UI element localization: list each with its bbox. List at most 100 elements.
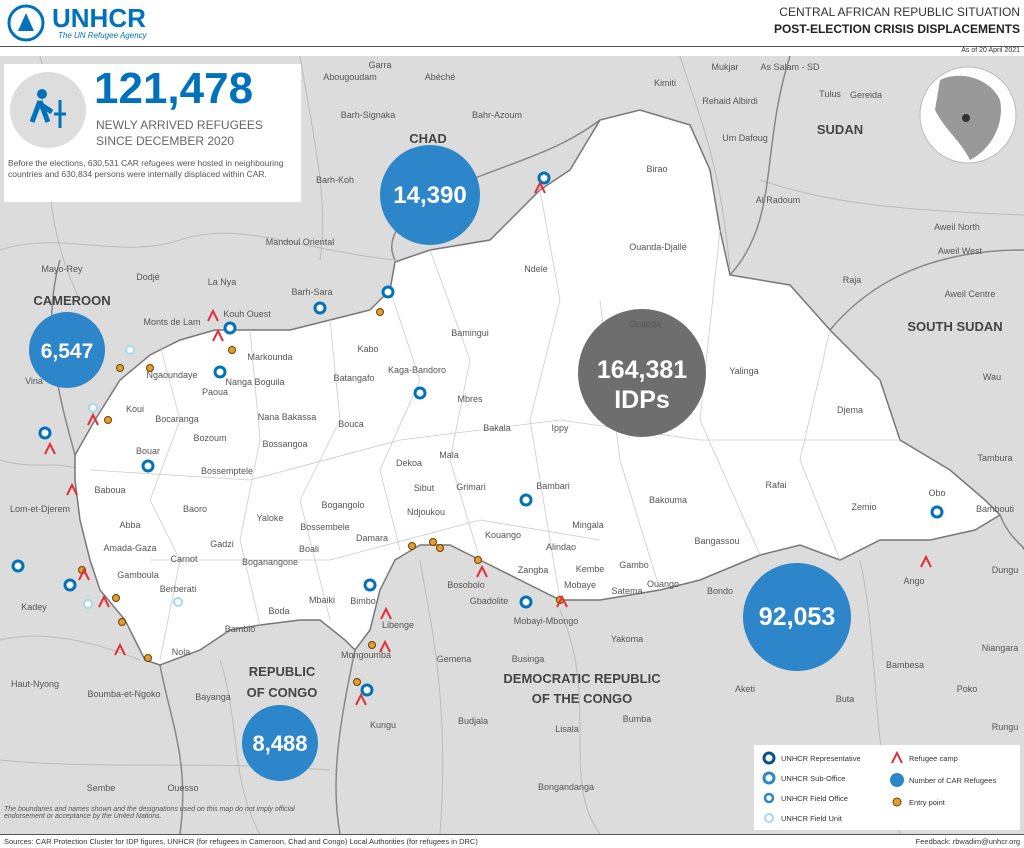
place-label: Abba [119,520,140,530]
country-label: DEMOCRATIC REPUBLIC [503,671,661,686]
place-label: Yalinga [729,366,758,376]
legend-label: UNHCR Field Office [781,793,848,803]
place-label: Bumba [623,714,652,724]
legend-item: Refugee camp [890,751,958,765]
place-label: Kungu [370,720,396,730]
entry-point [368,641,376,649]
entry-point [104,416,112,424]
country-label: OF THE CONGO [532,691,632,706]
place-label: Gamboula [117,570,159,580]
title-line1: CENTRAL AFRICAN REPUBLIC SITUATION [779,5,1020,19]
place-label: Boganangone [242,557,298,567]
refugee-camp [44,441,56,455]
place-label: Abéché [425,72,456,82]
place-label: Bamingui [451,328,489,338]
place-label: Ouesso [167,783,198,793]
stat-label: NEWLY ARRIVED REFUGEES [96,118,263,132]
place-label: Lom-et-Djerem [10,504,70,514]
place-label: Obo [928,488,945,498]
refugee-camp [114,642,126,656]
place-label: Ngaoundaye [146,370,197,380]
place-label: Libenge [382,620,414,630]
place-label: Carnot [170,554,198,564]
logo-text: UNHCR [52,3,146,33]
place-label: Berberati [160,584,197,594]
refugee-camp [920,554,932,568]
stat-note: Before the elections, 630,531 CAR refuge… [8,158,284,179]
refugee-camp [556,594,568,608]
place-label: As Salam - SD [760,62,820,72]
office-icon [313,301,327,315]
place-label: Satema [611,586,642,596]
place-label: Batangafo [333,373,374,383]
place-label: Raja [843,275,862,285]
place-label: Businga [512,654,545,664]
legend-symbol [891,751,903,764]
field-unit [83,599,93,609]
place-label: Bouar [136,446,160,456]
legend-label: Number of CAR Refugees [909,775,997,785]
place-label: Mingala [572,520,604,530]
place-label: Koui [126,404,144,414]
bubble [743,563,851,671]
entry-point [429,538,437,546]
place-label: Boda [268,606,289,616]
place-label: Bambari [536,481,570,491]
place-label: Ippy [551,423,569,433]
place-label: Damara [356,533,388,543]
place-label: Bakouma [649,495,687,505]
place-label: Bocaranga [155,414,199,424]
place-label: Zangba [518,565,549,575]
entry-point [436,544,444,552]
place-label: Ouango [647,579,679,589]
place-label: Amada-Gaza [103,543,156,553]
place-label: Ouadda [629,319,661,329]
refugee-camp [534,180,546,194]
office-icon [38,426,52,440]
place-label: Bossangoa [262,439,307,449]
place-label: Bouca [338,419,364,429]
country-label: CHAD [409,131,447,146]
office-icon [223,321,237,335]
entry-point [474,556,482,564]
place-label: Gambo [619,560,649,570]
globe-car [962,114,970,122]
place-label: Lisala [555,724,579,734]
refugee-camp [87,412,99,426]
place-label: Kadey [21,602,47,612]
entry-point [144,654,152,662]
legend-item: Entry point [890,795,945,809]
place-label: Mobaye [564,580,596,590]
legend-symbol [764,813,774,823]
legend-item: UNHCR Field Unit [762,811,842,825]
place-label: Budjala [458,716,488,726]
place-label: Barh-Signaka [341,110,396,120]
place-label: Rungu [992,722,1019,732]
place-label: Bossembele [300,522,350,532]
country-label: REPUBLIC [249,664,316,679]
refugee-camp [379,639,391,653]
bubble [29,312,105,388]
place-label: Nanga Boguila [225,377,284,387]
place-label: Rafai [765,480,786,490]
place-label: Nola [172,647,191,657]
place-label: Garra [368,60,391,70]
logo-tagline: The UN Refugee Agency [58,31,147,40]
place-label: Dekoa [396,458,422,468]
bubble [242,705,318,781]
place-label: Mala [439,450,459,460]
place-label: Gereida [850,90,882,100]
place-label: Bongandanga [538,782,594,792]
office-icon [363,578,377,592]
place-label: Barh-Koh [316,175,354,185]
legend-symbol [890,773,904,787]
legend-item: Number of CAR Refugees [890,773,996,787]
legend-label: UNHCR Representative [781,753,861,763]
field-unit [173,597,183,607]
place-label: Kabo [357,344,378,354]
place-label: Bimbo [350,596,376,606]
entry-point [118,618,126,626]
place-label: Ango [903,576,924,586]
place-label: Paoua [202,387,228,397]
